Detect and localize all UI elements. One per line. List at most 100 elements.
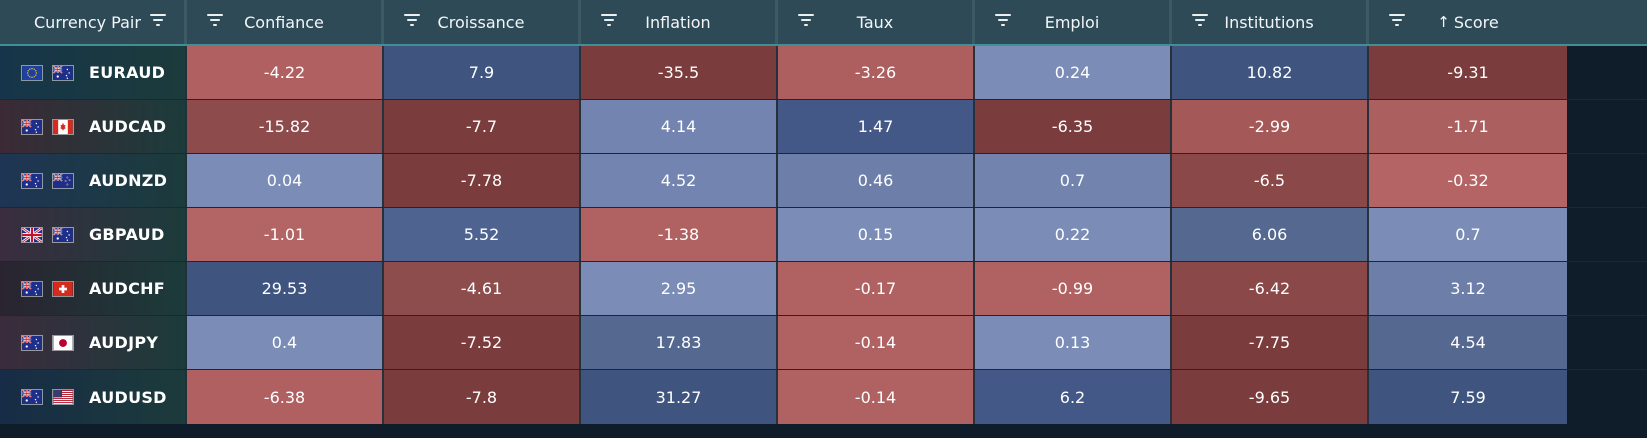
au-flag-icon xyxy=(21,334,43,351)
value-cell-inflation: 31.27 xyxy=(581,370,778,424)
table-header: Currency Pair Confiance Croissance Inflatio… xyxy=(0,0,1647,46)
table-row[interactable]: AUDUSD -6.38 -7.8 31.27 -0.14 6.2 -9.65 7.59 xyxy=(0,370,1647,424)
column-header-confiance[interactable]: Confiance xyxy=(187,0,384,44)
value-cell-taux: 1.47 xyxy=(778,100,975,153)
currency-pair-cell[interactable]: AUDCHF xyxy=(0,262,187,315)
value-cell-emploi: 0.24 xyxy=(975,46,1172,99)
column-header-label: Inflation xyxy=(645,12,711,32)
currency-pair-cell[interactable]: AUDUSD xyxy=(0,370,187,424)
value-cell-taux: -0.17 xyxy=(778,262,975,315)
currency-pair-code: AUDUSD xyxy=(89,387,167,407)
currency-pair-code: AUDCHF xyxy=(89,279,166,298)
value-cell-score: -0.32 xyxy=(1369,154,1567,207)
value-cell-croissance: -7.52 xyxy=(384,316,581,369)
value-cell-croissance: -7.78 xyxy=(384,154,581,207)
value-cell-inflation: 17.83 xyxy=(581,316,778,369)
au-flag-icon xyxy=(21,172,43,189)
value-cell-croissance: -7.7 xyxy=(384,100,581,153)
value-cell-taux: 0.15 xyxy=(778,208,975,261)
currency-pair-cell[interactable]: AUDJPY xyxy=(0,316,187,369)
value-cell-taux: -3.26 xyxy=(778,46,975,99)
column-header-label: Institutions xyxy=(1224,12,1314,32)
column-header-score[interactable]: ↑ Score xyxy=(1369,0,1567,44)
table-body: EURAUD -4.22 7.9 -35.5 -3.26 0.24 10.82 -9.31 AU… xyxy=(0,46,1647,424)
filter-icon[interactable] xyxy=(1389,14,1405,28)
column-header-label: Currency Pair xyxy=(34,12,141,32)
nz-flag-icon xyxy=(52,172,74,189)
column-header-label: Emploi xyxy=(1044,12,1100,32)
value-cell-emploi: -0.99 xyxy=(975,262,1172,315)
currency-pair-code: EURAUD xyxy=(89,63,166,82)
filter-icon[interactable] xyxy=(995,14,1011,28)
us-flag-icon xyxy=(52,389,74,405)
filter-icon[interactable] xyxy=(601,14,617,28)
currency-pair-code: AUDJPY xyxy=(89,333,159,352)
table-row[interactable]: AUDJPY 0.4 -7.52 17.83 -0.14 0.13 -7.75 4.54 xyxy=(0,316,1647,370)
currency-pair-code: AUDNZD xyxy=(89,171,168,190)
column-header-croissance[interactable]: Croissance xyxy=(384,0,581,44)
value-cell-score: -9.31 xyxy=(1369,46,1567,99)
column-header-inflation[interactable]: Inflation xyxy=(581,0,778,44)
column-header-institutions[interactable]: Institutions xyxy=(1172,0,1369,44)
value-cell-emploi: 0.13 xyxy=(975,316,1172,369)
value-cell-emploi: -6.35 xyxy=(975,100,1172,153)
value-cell-institutions: -2.99 xyxy=(1172,100,1369,153)
jp-flag-icon xyxy=(52,334,74,351)
value-cell-score: 3.12 xyxy=(1369,262,1567,315)
au-flag-icon xyxy=(21,118,43,135)
ca-flag-icon xyxy=(52,118,74,135)
au-flag-icon xyxy=(52,64,74,81)
filter-icon[interactable] xyxy=(207,14,223,28)
value-cell-taux: -0.14 xyxy=(778,316,975,369)
table-row[interactable]: AUDCAD -15.82 -7.7 4.14 1.47 -6.35 -2.99 -1.71 xyxy=(0,100,1647,154)
arrow-up-icon[interactable]: ↑ xyxy=(1437,13,1450,31)
value-cell-taux: 0.46 xyxy=(778,154,975,207)
value-cell-score: 7.59 xyxy=(1369,370,1567,424)
value-cell-inflation: -35.5 xyxy=(581,46,778,99)
value-cell-inflation: 2.95 xyxy=(581,262,778,315)
value-cell-croissance: -4.61 xyxy=(384,262,581,315)
au-flag-icon xyxy=(21,389,43,405)
column-header-taux[interactable]: Taux xyxy=(778,0,975,44)
column-header-label: Croissance xyxy=(437,12,525,32)
filter-icon[interactable] xyxy=(1192,14,1208,28)
table-row[interactable]: GBPAUD -1.01 5.52 -1.38 0.15 0.22 6.06 0.7 xyxy=(0,208,1647,262)
value-cell-confiance: -4.22 xyxy=(187,46,384,99)
au-flag-icon xyxy=(52,226,74,243)
currency-pair-cell[interactable]: EURAUD xyxy=(0,46,187,99)
uk-flag-icon xyxy=(21,226,43,243)
filter-icon[interactable] xyxy=(798,14,814,28)
value-cell-institutions: -6.42 xyxy=(1172,262,1369,315)
currency-pair-cell[interactable]: AUDNZD xyxy=(0,154,187,207)
column-header-currency-pair[interactable]: Currency Pair xyxy=(0,0,187,44)
value-cell-emploi: 0.7 xyxy=(975,154,1172,207)
value-cell-emploi: 0.22 xyxy=(975,208,1172,261)
currency-pair-code: AUDCAD xyxy=(89,117,167,136)
value-cell-institutions: -9.65 xyxy=(1172,370,1369,424)
value-cell-confiance: -1.01 xyxy=(187,208,384,261)
value-cell-croissance: 5.52 xyxy=(384,208,581,261)
currency-pair-cell[interactable]: AUDCAD xyxy=(0,100,187,153)
value-cell-confiance: -6.38 xyxy=(187,370,384,424)
value-cell-croissance: 7.9 xyxy=(384,46,581,99)
currency-pair-code: GBPAUD xyxy=(89,225,165,244)
filter-icon[interactable] xyxy=(404,14,420,28)
filter-icon[interactable] xyxy=(150,14,166,28)
value-cell-taux: -0.14 xyxy=(778,370,975,424)
value-cell-score: 4.54 xyxy=(1369,316,1567,369)
value-cell-institutions: 10.82 xyxy=(1172,46,1369,99)
value-cell-institutions: 6.06 xyxy=(1172,208,1369,261)
value-cell-institutions: -7.75 xyxy=(1172,316,1369,369)
ch-flag-icon xyxy=(52,280,74,297)
table-row[interactable]: EURAUD -4.22 7.9 -35.5 -3.26 0.24 10.82 -9.31 xyxy=(0,46,1647,100)
value-cell-emploi: 6.2 xyxy=(975,370,1172,424)
table-row[interactable]: AUDNZD 0.04 -7.78 4.52 0.46 0.7 -6.5 -0.32 xyxy=(0,154,1647,208)
currency-pair-cell[interactable]: GBPAUD xyxy=(0,208,187,261)
value-cell-institutions: -6.5 xyxy=(1172,154,1369,207)
table-row[interactable]: AUDCHF 29.53 -4.61 2.95 -0.17 -0.99 -6.42 3.12 xyxy=(0,262,1647,316)
au-flag-icon xyxy=(21,280,43,297)
column-header-emploi[interactable]: Emploi xyxy=(975,0,1172,44)
value-cell-confiance: 0.04 xyxy=(187,154,384,207)
value-cell-inflation: -1.38 xyxy=(581,208,778,261)
